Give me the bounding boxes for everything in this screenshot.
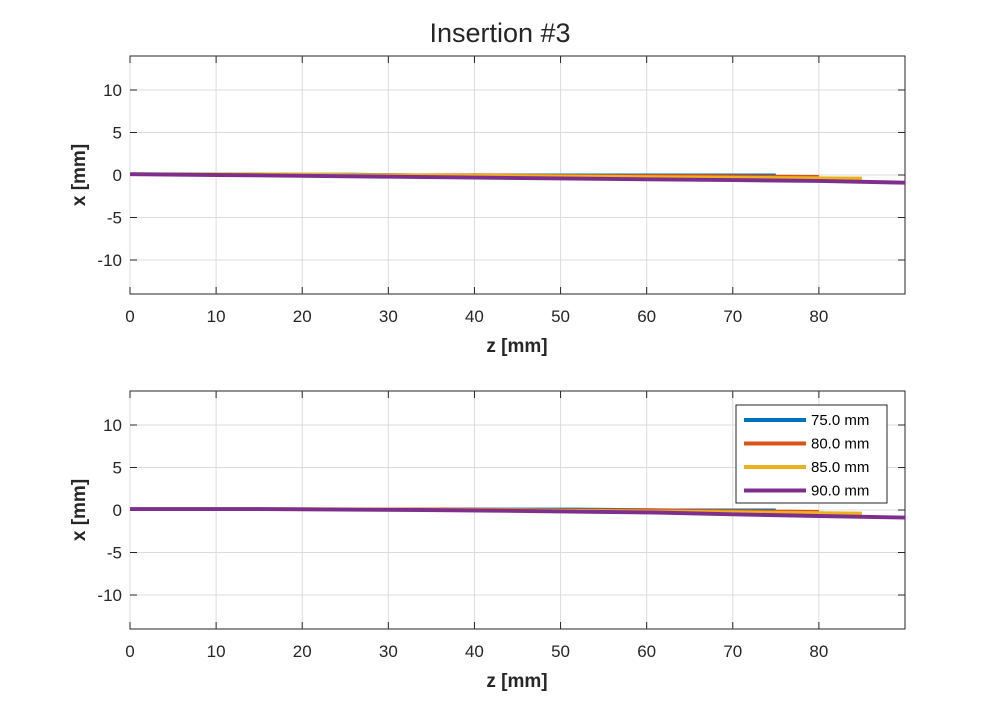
bottom-xtick-label-7: 70 xyxy=(723,642,742,661)
bottom-xtick-label-8: 80 xyxy=(809,642,828,661)
top-xtick-label-3: 30 xyxy=(379,307,398,326)
bottom-ytick-label-0: -10 xyxy=(97,586,122,605)
top-ylabel: x [mm] xyxy=(69,144,90,206)
top-xtick-label-6: 60 xyxy=(637,307,656,326)
top-ticks: 0 10 20 30 40 50 60 70 80 -10 -5 0 5 10 xyxy=(97,56,905,326)
bottom-series-90-0-mm xyxy=(130,507,906,520)
top-xtick-label-7: 70 xyxy=(723,307,742,326)
bottom-ticks: 0 10 20 30 40 50 60 70 80 -10 -5 0 5 10 xyxy=(97,391,905,661)
figure-title: Insertion #3 xyxy=(429,18,570,48)
top-ytick-label-1: -5 xyxy=(107,209,122,228)
bottom-xtick-label-6: 60 xyxy=(637,642,656,661)
bottom-xtick-label-5: 50 xyxy=(551,642,570,661)
top-ytick-label-3: 5 xyxy=(113,124,122,143)
bottom-series xyxy=(130,507,906,520)
bottom-xtick-label-2: 20 xyxy=(293,642,312,661)
top-xtick-label-0: 0 xyxy=(125,307,134,326)
legend-entry-1: 80.0 mm xyxy=(811,436,869,453)
bottom-ytick-label-2: 0 xyxy=(113,501,122,520)
bottom-xtick-label-3: 30 xyxy=(379,642,398,661)
top-ytick-label-2: 0 xyxy=(113,166,122,185)
top-ytick-label-4: 10 xyxy=(103,81,122,100)
bottom-ytick-label-4: 10 xyxy=(103,416,122,435)
bottom-xtick-label-0: 0 xyxy=(125,642,134,661)
top-subplot: 0 10 20 30 40 50 60 70 80 -10 -5 0 5 10 z [mm] x [mm] xyxy=(69,55,906,357)
bottom-subplot: 0 10 20 30 40 50 60 70 80 -10 -5 0 5 10 z [mm] x [mm]… xyxy=(69,390,906,692)
top-xlabel: z [mm] xyxy=(486,336,547,357)
top-ytick-label-0: -10 xyxy=(97,251,122,270)
legend-entry-0: 75.0 mm xyxy=(811,412,869,429)
legend-entry-2: 85.0 mm xyxy=(811,459,869,476)
bottom-ylabel: x [mm] xyxy=(69,479,90,541)
bottom-ytick-label-1: -5 xyxy=(107,544,122,563)
top-xtick-label-4: 40 xyxy=(465,307,484,326)
legend: 75.0 mm 80.0 mm 85.0 mm 90.0 mm xyxy=(735,404,888,504)
bottom-xtick-label-4: 40 xyxy=(465,642,484,661)
top-xtick-label-8: 80 xyxy=(809,307,828,326)
top-xtick-label-5: 50 xyxy=(551,307,570,326)
top-series-90-0-mm xyxy=(129,172,906,185)
top-xtick-label-2: 20 xyxy=(293,307,312,326)
top-series xyxy=(129,172,906,185)
bottom-xtick-label-1: 10 xyxy=(207,642,226,661)
top-xtick-label-1: 10 xyxy=(207,307,226,326)
bottom-xlabel: z [mm] xyxy=(486,671,547,692)
legend-entry-3: 90.0 mm xyxy=(811,483,869,500)
bottom-ytick-label-3: 5 xyxy=(113,459,122,478)
